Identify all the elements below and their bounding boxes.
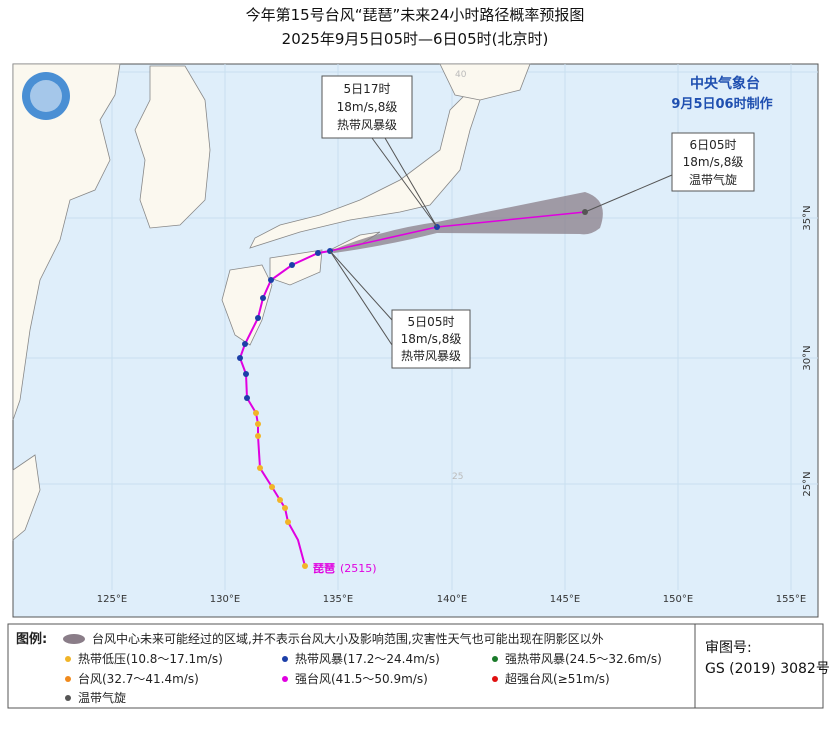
lon-labels: 125°E 130°E 135°E 140°E 145°E 150°E 155°… — [97, 594, 806, 605]
grid-label: 40 — [455, 70, 467, 80]
legend-item: 强台风(41.5～50.9m/s) — [295, 671, 428, 686]
probability-area — [330, 192, 603, 253]
legend-dot — [492, 676, 498, 682]
legend-dot — [65, 656, 71, 662]
legend-dot — [65, 676, 71, 682]
lon-label: 145°E — [550, 594, 580, 605]
callout-level: 热带风暴级 — [337, 118, 397, 132]
legend-item: 热带风暴(17.2～24.4m/s) — [295, 652, 440, 666]
lat-label: 25°N — [802, 471, 813, 496]
callout-time: 5日05时 — [408, 315, 455, 329]
lon-label: 125°E — [97, 594, 127, 605]
callout-level: 温带气旋 — [689, 172, 737, 187]
callout-wind: 18m/s,8级 — [683, 155, 744, 169]
callout-level: 热带风暴级 — [401, 349, 461, 363]
legend-swatch — [63, 634, 85, 644]
callout-box — [321, 75, 413, 139]
grid-label: 25 — [452, 472, 463, 482]
callout-lines — [329, 137, 673, 346]
lat-labels: 35°N 30°N 25°N — [802, 205, 813, 496]
title: 今年第15号台风“琵琶”未来24小时路径概率预报图 — [246, 6, 585, 24]
legend-dot — [282, 676, 288, 682]
subtitle: 2025年9月5日05时—6日05时(北京时) — [282, 30, 549, 48]
review-number: GS (2019) 3082号 — [705, 661, 830, 677]
legend-dot — [282, 656, 288, 662]
lat-label: 30°N — [802, 345, 813, 370]
lon-label: 135°E — [323, 594, 353, 605]
callout-wind: 18m/s,8级 — [337, 100, 398, 114]
legend-item: 台风(32.7～41.4m/s) — [78, 671, 199, 686]
legend-item: 强热带风暴(24.5～32.6m/s) — [505, 652, 662, 666]
callout-wind: 18m/s,8级 — [401, 332, 462, 346]
map: 5日17时 18m/s,8级 热带风暴级 6日05时 18m/s,8级 温带气旋… — [12, 63, 819, 618]
lon-label: 155°E — [776, 594, 806, 605]
legend-dot — [492, 656, 498, 662]
callout-box — [671, 132, 755, 192]
legend-item: 超强台风(≥51m/s) — [505, 671, 610, 686]
legend: 图例: 台风中心未来可能经过的区域,并不表示台风大小及影响范围,灾害性天气也可能… — [7, 623, 830, 709]
agency: 中央气象台 — [690, 75, 760, 92]
lon-label: 140°E — [437, 594, 467, 605]
legend-frame — [7, 623, 824, 709]
legend-title: 图例: — [16, 631, 47, 647]
callout-time: 5日17时 — [344, 82, 391, 96]
issued: 9月5日06时制作 — [671, 96, 772, 112]
lat-label: 35°N — [802, 205, 813, 230]
legend-area: 台风中心未来可能经过的区域,并不表示台风大小及影响范围,灾害性天气也可能出现在阴… — [92, 631, 604, 646]
land — [12, 63, 531, 541]
storm-code: (2515) — [340, 562, 377, 575]
td-points — [253, 410, 308, 569]
lon-label: 130°E — [210, 594, 240, 605]
lon-label: 150°E — [663, 594, 693, 605]
storm-name: 琵琶 — [313, 562, 335, 575]
callout-box — [391, 309, 471, 369]
legend-dot — [65, 695, 71, 701]
legend-item: 温带气旋 — [78, 690, 126, 705]
logo-inner — [30, 80, 62, 112]
callout-time: 6日05时 — [690, 138, 737, 152]
review-label: 审图号: — [705, 640, 752, 656]
legend-item: 热带低压(10.8～17.1m/s) — [78, 652, 223, 666]
